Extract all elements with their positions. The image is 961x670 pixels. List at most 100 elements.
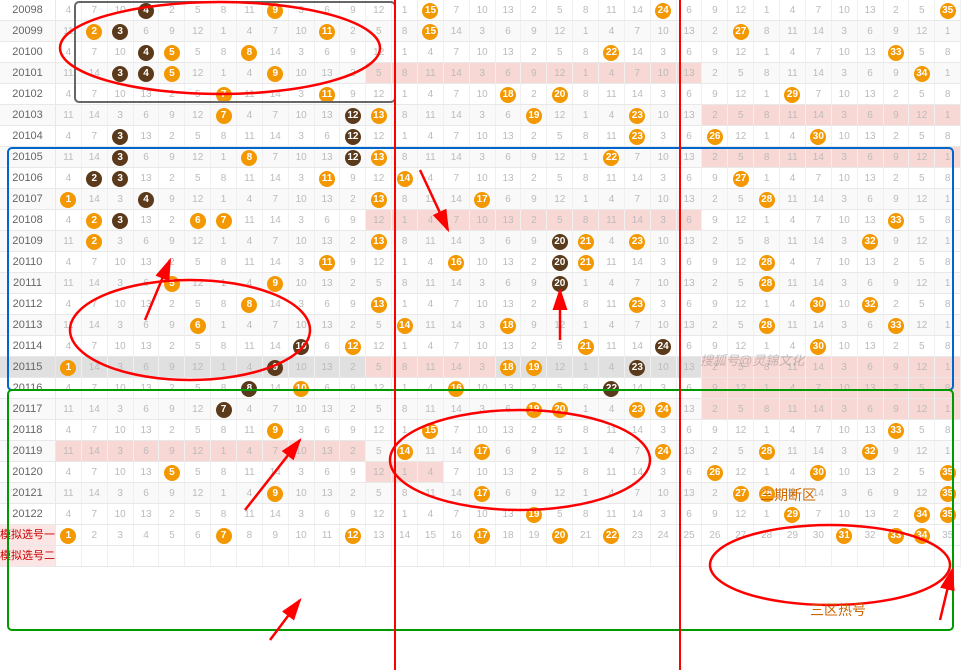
sim-cell[interactable] [728, 546, 754, 566]
sim-cell[interactable] [237, 546, 263, 566]
sim-cell[interactable] [82, 546, 108, 566]
sim-cell[interactable]: 3 [108, 525, 134, 545]
sim-cell[interactable] [909, 546, 935, 566]
sim-cell[interactable] [806, 546, 832, 566]
sim-cell[interactable]: 19 [521, 525, 547, 545]
miss-count: 10 [477, 341, 488, 352]
sim-cell[interactable] [521, 546, 547, 566]
sim-cell[interactable] [418, 546, 444, 566]
sim-cell[interactable] [470, 546, 496, 566]
miss-count: 4 [247, 68, 253, 79]
sim-cell[interactable]: 14 [392, 525, 418, 545]
sim-cell[interactable]: 16 [444, 525, 470, 545]
sim-cell[interactable] [134, 546, 160, 566]
sim-cell[interactable]: 8 [237, 525, 263, 545]
sim-cell[interactable] [108, 546, 134, 566]
sim-cell[interactable]: 28 [754, 525, 780, 545]
sim-cell[interactable]: 22 [599, 525, 625, 545]
miss-count: 6 [324, 383, 330, 394]
sim-cell[interactable] [702, 546, 728, 566]
sim-cell[interactable] [263, 546, 289, 566]
sim-cell[interactable] [340, 546, 366, 566]
miss-count: 7 [273, 194, 279, 205]
sim-cell[interactable] [573, 546, 599, 566]
sim-cell[interactable] [754, 546, 780, 566]
miss-count: 4 [790, 47, 796, 58]
sim-cell[interactable] [780, 546, 806, 566]
sim-cell[interactable] [315, 546, 341, 566]
sim-cell[interactable]: 32 [858, 525, 884, 545]
trend-cell: 5 [547, 42, 573, 62]
sim-cell[interactable]: 11 [315, 525, 341, 545]
sim-cell[interactable]: 23 [625, 525, 651, 545]
sim-cell[interactable]: 24 [651, 525, 677, 545]
sim-cell[interactable]: 20 [547, 525, 573, 545]
sim-cell[interactable] [547, 546, 573, 566]
sim-cell[interactable]: 35 [935, 525, 961, 545]
sim-cell[interactable]: 12 [340, 525, 366, 545]
sim-cell[interactable]: 34 [909, 525, 935, 545]
number-ball: 13 [371, 297, 387, 313]
sim-cell[interactable]: 21 [573, 525, 599, 545]
trend-cell: 4 [418, 210, 444, 230]
sim-cell[interactable] [651, 546, 677, 566]
trend-cell: 7 [806, 168, 832, 188]
miss-count: 11 [425, 488, 435, 499]
trend-cell: 13 [315, 399, 341, 419]
sim-cell[interactable]: 2 [82, 525, 108, 545]
sim-cell[interactable] [185, 546, 211, 566]
miss-count: 11 [606, 467, 616, 478]
sim-cell[interactable]: 17 [470, 525, 496, 545]
sim-cell[interactable] [496, 546, 522, 566]
sim-cell[interactable]: 4 [134, 525, 160, 545]
sim-cell[interactable] [832, 546, 858, 566]
trend-cell: 12 [909, 189, 935, 209]
trend-cell: 4 [599, 399, 625, 419]
sim-cell[interactable]: 1 [56, 525, 82, 545]
trend-cell: 4 [134, 189, 160, 209]
miss-count: 6 [143, 320, 149, 331]
sim-cell[interactable] [884, 546, 910, 566]
sim-cell[interactable]: 29 [780, 525, 806, 545]
sim-cell[interactable]: 7 [211, 525, 237, 545]
sim-cell[interactable]: 25 [677, 525, 703, 545]
miss-count: 12 [373, 341, 384, 352]
sim-cell[interactable]: 9 [263, 525, 289, 545]
trend-cell: 11 [56, 231, 82, 251]
sim-cell[interactable] [444, 546, 470, 566]
sim-cell[interactable] [392, 546, 418, 566]
number-ball: 8 [241, 150, 257, 166]
sim-cell[interactable]: 27 [728, 525, 754, 545]
miss-count: 8 [583, 173, 589, 184]
sim-cell[interactable]: 6 [185, 525, 211, 545]
miss-count: 13 [140, 467, 151, 478]
sim-cell[interactable]: 30 [806, 525, 832, 545]
sim-cell[interactable] [366, 546, 392, 566]
sim-cell[interactable]: 18 [496, 525, 522, 545]
miss-count: 4 [66, 341, 72, 352]
miss-count: 1 [221, 278, 227, 289]
miss-count: 1 [945, 68, 951, 79]
sim-cell[interactable] [289, 546, 315, 566]
sim-cell[interactable] [677, 546, 703, 566]
sim-cell[interactable]: 15 [418, 525, 444, 545]
sim-cell[interactable] [56, 546, 82, 566]
sim-cell[interactable]: 31 [832, 525, 858, 545]
trend-cell: 3 [289, 462, 315, 482]
sim-cell[interactable]: 10 [289, 525, 315, 545]
miss-count: 12 [735, 257, 746, 268]
sim-cell[interactable] [858, 546, 884, 566]
trend-cell: 10 [289, 378, 315, 398]
sim-cell[interactable] [211, 546, 237, 566]
sim-cell[interactable]: 26 [702, 525, 728, 545]
sim-cell[interactable]: 13 [366, 525, 392, 545]
sim-cell[interactable]: 33 [884, 525, 910, 545]
number-ball: 22 [603, 45, 619, 61]
sim-cell[interactable] [159, 546, 185, 566]
sim-cell[interactable] [599, 546, 625, 566]
trend-cell: 27 [728, 168, 754, 188]
miss-count: 3 [479, 404, 485, 415]
sim-cell[interactable]: 5 [159, 525, 185, 545]
sim-cell[interactable] [935, 546, 961, 566]
sim-cell[interactable] [625, 546, 651, 566]
